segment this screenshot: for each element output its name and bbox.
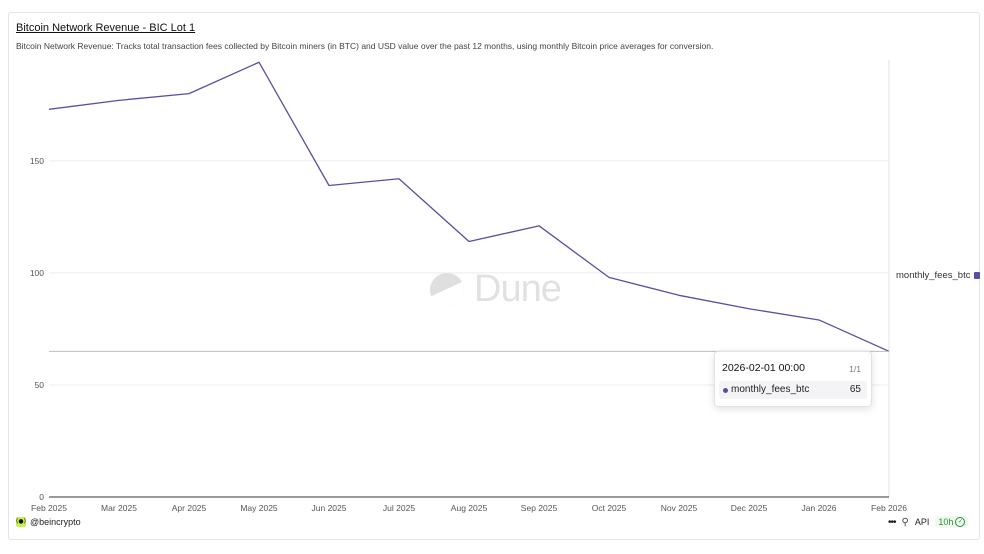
y-tick-label: 0 bbox=[39, 492, 44, 502]
x-tick-label: Jul 2025 bbox=[383, 503, 415, 513]
refresh-badge[interactable]: 10h ✓ bbox=[935, 516, 969, 528]
series-dot-icon bbox=[723, 388, 728, 393]
x-tick-label: Apr 2025 bbox=[172, 503, 207, 513]
x-tick-label: Oct 2025 bbox=[592, 503, 627, 513]
tooltip-value: 65 bbox=[849, 384, 861, 395]
chart-subtitle: Bitcoin Network Revenue: Tracks total tr… bbox=[16, 41, 714, 51]
dune-logo-icon bbox=[430, 272, 464, 307]
chart-card bbox=[8, 12, 980, 540]
tooltip-series-name: monthly_fees_btc bbox=[731, 384, 810, 395]
tooltip-row: monthly_fees_btc 65 bbox=[719, 381, 867, 399]
author-name: @beincrypto bbox=[30, 517, 81, 527]
legend-label: monthly_fees_btc bbox=[896, 270, 971, 281]
x-tick-label: Dec 2025 bbox=[731, 503, 768, 513]
x-tick-label: Jun 2025 bbox=[312, 503, 347, 513]
watermark-text: Dune bbox=[474, 268, 562, 310]
dune-watermark: Dune bbox=[430, 268, 562, 311]
chart-tooltip: 2026-02-01 00:00 1/1 monthly_fees_btc 65 bbox=[714, 351, 872, 407]
tooltip-date: 2026-02-01 00:00 bbox=[722, 362, 805, 374]
y-tick-label: 150 bbox=[30, 156, 44, 166]
legend[interactable]: monthly_fees_btc bbox=[896, 270, 981, 281]
more-dots-icon[interactable]: ••• bbox=[888, 516, 896, 528]
refresh-time: 10h bbox=[938, 517, 954, 527]
y-tick-label: 100 bbox=[30, 268, 44, 278]
api-button[interactable]: API bbox=[914, 517, 930, 527]
footer-actions: ••• ⚲ API 10h ✓ bbox=[888, 516, 969, 528]
x-tick-label: May 2025 bbox=[240, 503, 278, 513]
series-line bbox=[48, 61, 890, 352]
x-tick-label: Aug 2025 bbox=[451, 503, 488, 513]
check-circle-icon: ✓ bbox=[955, 517, 966, 527]
x-tick-label: Jan 2026 bbox=[802, 503, 837, 513]
x-tick-label: Nov 2025 bbox=[661, 503, 698, 513]
beincrypto-logo-icon: (●) bbox=[16, 517, 26, 527]
y-tick-label: 50 bbox=[35, 380, 45, 390]
api-plug-icon[interactable]: ⚲ bbox=[901, 516, 909, 528]
chart-title[interactable]: Bitcoin Network Revenue - BIC Lot 1 bbox=[16, 22, 196, 34]
x-tick-label: Sep 2025 bbox=[521, 503, 558, 513]
x-tick-label: Feb 2025 bbox=[31, 503, 67, 513]
tooltip-page-indicator: 1/1 bbox=[849, 364, 861, 374]
x-tick-label: Mar 2025 bbox=[101, 503, 137, 513]
author-link[interactable]: (●) @beincrypto bbox=[16, 517, 81, 527]
legend-swatch bbox=[974, 272, 981, 279]
x-tick-label: Feb 2026 bbox=[871, 503, 907, 513]
